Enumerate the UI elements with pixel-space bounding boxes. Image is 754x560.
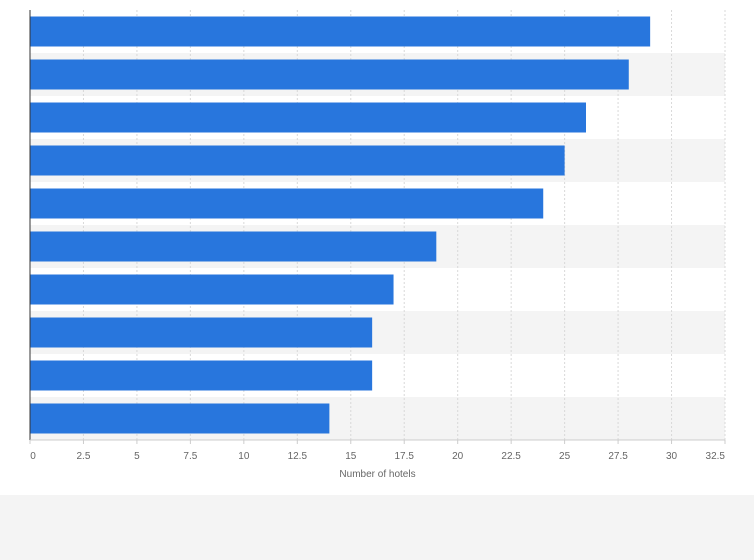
x-tick-label: 7.5 bbox=[183, 451, 197, 462]
x-axis-ticks: 0 2.5 5 7.5 10 12.5 15 17.5 20 22.5 25 27.5 30 32.5 bbox=[29, 440, 726, 462]
x-tick-label: 32.5 bbox=[706, 451, 726, 462]
bar[interactable] bbox=[30, 317, 373, 348]
bar[interactable] bbox=[30, 102, 586, 133]
bars bbox=[30, 16, 651, 434]
bar[interactable] bbox=[30, 274, 394, 305]
bar[interactable] bbox=[30, 16, 651, 47]
x-tick-label: 10 bbox=[238, 451, 250, 462]
x-tick-label: 2.5 bbox=[77, 451, 91, 462]
x-tick-label: 5 bbox=[134, 451, 140, 462]
x-tick-label: 20 bbox=[452, 451, 464, 462]
x-tick-label: 0 bbox=[30, 451, 36, 462]
x-axis-label: Number of hotels bbox=[339, 469, 415, 480]
bar[interactable] bbox=[30, 59, 629, 90]
bar[interactable] bbox=[30, 360, 373, 391]
x-tick-label: 15 bbox=[345, 451, 357, 462]
x-tick-label: 25 bbox=[559, 451, 571, 462]
bar[interactable] bbox=[30, 145, 565, 176]
x-tick-label: 22.5 bbox=[501, 451, 521, 462]
bar[interactable] bbox=[30, 231, 437, 262]
bar[interactable] bbox=[30, 403, 330, 434]
bar[interactable] bbox=[30, 188, 544, 219]
x-tick-label: 12.5 bbox=[288, 451, 308, 462]
x-tick-label: 30 bbox=[666, 451, 678, 462]
x-tick-label: 17.5 bbox=[394, 451, 414, 462]
x-tick-label: 27.5 bbox=[608, 451, 628, 462]
